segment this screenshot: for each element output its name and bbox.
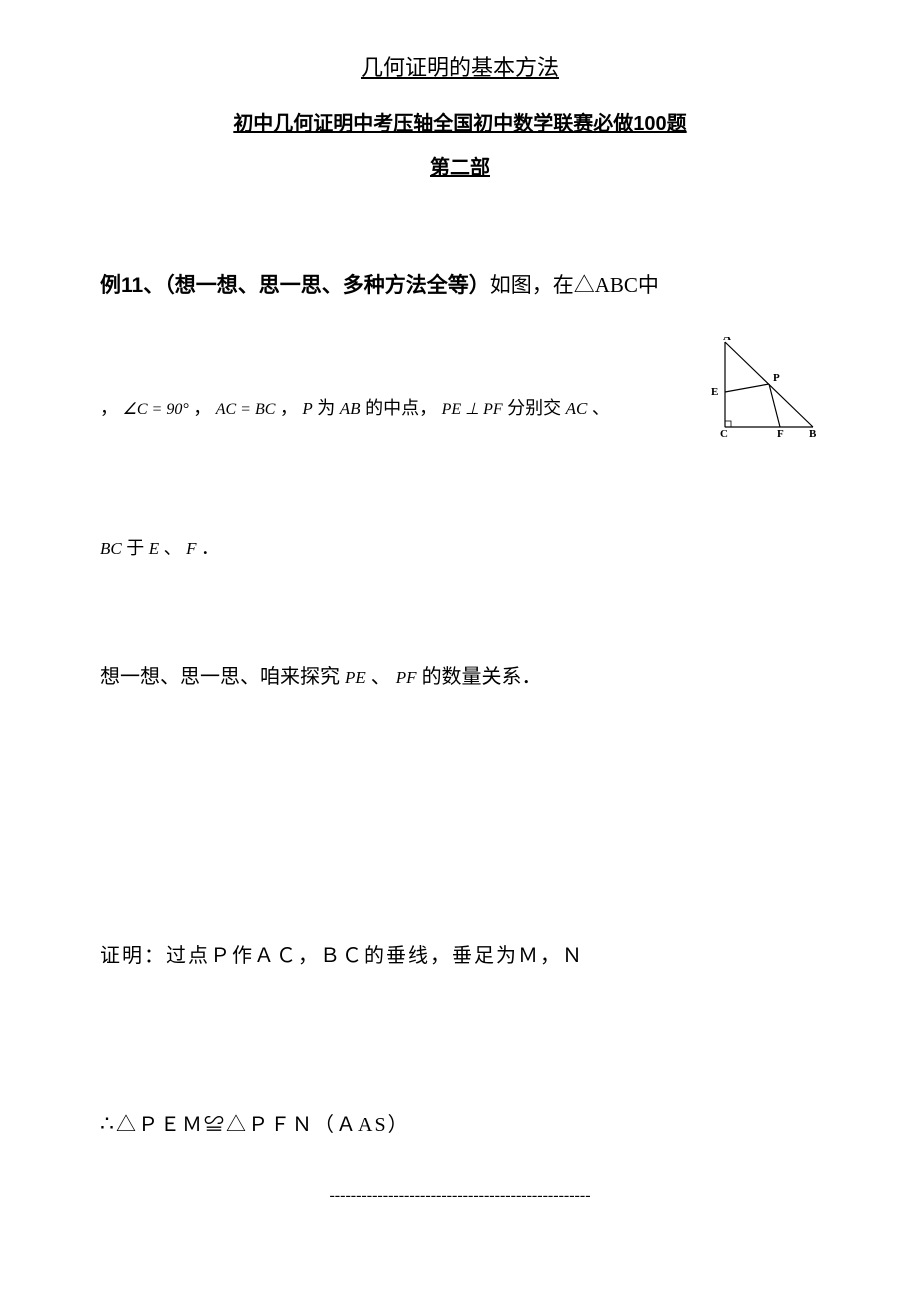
- explore-text2: 的数量关系．: [422, 666, 542, 688]
- pe-var: PE: [345, 668, 366, 687]
- pepf-sep: 、: [371, 666, 391, 688]
- label-e: E: [711, 386, 718, 398]
- triangle-svg: A B C E F P: [705, 337, 820, 442]
- e-var: E: [149, 539, 159, 558]
- triangle-figure: A B C E F P: [705, 337, 820, 442]
- period: ．: [201, 538, 219, 558]
- bc-line: BC 于 E 、 F ．: [100, 534, 820, 560]
- sep2: ，: [280, 398, 298, 418]
- angle-c: ∠C = 90°: [123, 401, 189, 418]
- conclusion-text: △ＰＥＭ≌△ＰＦＮ（ＡAS）: [116, 1114, 410, 1136]
- label-p: P: [773, 372, 780, 384]
- pe-perp-pf: PE ⊥ PF: [442, 401, 503, 418]
- footer-dashes: ----------------------------------------…: [100, 1187, 820, 1205]
- header-title: 几何证明的基本方法: [100, 50, 820, 82]
- sep3: 、: [592, 398, 610, 418]
- intro-text: 如图，在△ABC中: [490, 273, 659, 297]
- p-text: 为: [317, 398, 340, 418]
- p-var: P: [302, 399, 312, 418]
- subtitle: 第二部: [100, 151, 820, 180]
- label-c: C: [720, 428, 728, 440]
- problem-label: 例11、: [100, 274, 164, 297]
- ab-var: AB: [340, 399, 361, 418]
- bc-var: BC: [100, 539, 122, 558]
- explore-line: 想一想、思一思、咱来探究 PE 、 PF 的数量关系．: [100, 660, 820, 689]
- intersect-text: 分别交: [507, 398, 566, 418]
- therefore-symbol: ∴: [100, 1111, 116, 1136]
- label-f: F: [777, 428, 784, 440]
- conclusion-line: ∴△ＰＥＭ≌△ＰＦＮ（ＡAS）: [100, 1108, 820, 1137]
- pf-var: PF: [396, 668, 417, 687]
- problem-intro: 例11、（想一想、思一思、多种方法全等）如图，在△ABC中: [100, 270, 820, 302]
- ef-sep: 、: [164, 538, 182, 558]
- at-text: 于: [126, 538, 149, 558]
- label-b: B: [809, 428, 817, 440]
- hint-text: （想一想、思一思、多种方法全等）: [164, 274, 490, 297]
- sep1: ，: [193, 398, 211, 418]
- explore-text1: 想一想、思一思、咱来探究: [100, 666, 345, 688]
- f-var: F: [186, 539, 196, 558]
- p-text2: 的中点，: [365, 398, 437, 418]
- prefix: ，: [100, 398, 118, 418]
- main-title: 初中几何证明中考压轴全国初中数学联赛必做100题: [100, 107, 820, 136]
- label-a: A: [723, 337, 731, 343]
- proof-line: 证明：过点Ｐ作ＡＣ，ＢＣ的垂线，垂足为Ｍ，Ｎ: [100, 939, 820, 968]
- ac-var: AC: [566, 399, 588, 418]
- condition-line: ， ∠C = 90° ， AC = BC ， P 为 AB 的中点， PE ⊥ …: [100, 392, 820, 425]
- ac-eq-bc: AC = BC: [216, 401, 276, 418]
